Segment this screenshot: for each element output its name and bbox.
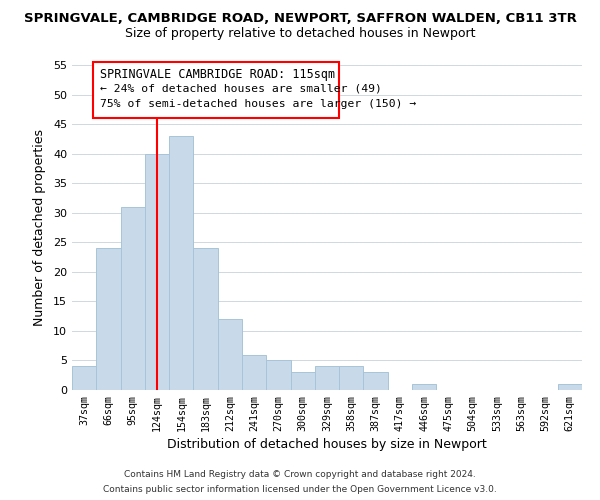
Bar bbox=[145, 154, 169, 390]
X-axis label: Distribution of detached houses by size in Newport: Distribution of detached houses by size … bbox=[167, 438, 487, 451]
Bar bbox=[558, 384, 582, 390]
Text: SPRINGVALE CAMBRIDGE ROAD: 115sqm: SPRINGVALE CAMBRIDGE ROAD: 115sqm bbox=[100, 68, 335, 81]
Text: ← 24% of detached houses are smaller (49): ← 24% of detached houses are smaller (49… bbox=[100, 84, 382, 94]
Bar bbox=[290, 372, 315, 390]
Bar bbox=[193, 248, 218, 390]
Text: 75% of semi-detached houses are larger (150) →: 75% of semi-detached houses are larger (… bbox=[100, 100, 416, 110]
Text: Contains HM Land Registry data © Crown copyright and database right 2024.: Contains HM Land Registry data © Crown c… bbox=[124, 470, 476, 479]
Bar bbox=[266, 360, 290, 390]
Bar bbox=[412, 384, 436, 390]
Text: Contains public sector information licensed under the Open Government Licence v3: Contains public sector information licen… bbox=[103, 485, 497, 494]
Bar bbox=[218, 319, 242, 390]
Bar bbox=[364, 372, 388, 390]
Bar bbox=[339, 366, 364, 390]
Bar bbox=[121, 207, 145, 390]
Bar bbox=[72, 366, 96, 390]
FancyBboxPatch shape bbox=[92, 62, 339, 118]
Text: Size of property relative to detached houses in Newport: Size of property relative to detached ho… bbox=[125, 28, 475, 40]
Bar bbox=[96, 248, 121, 390]
Y-axis label: Number of detached properties: Number of detached properties bbox=[33, 129, 46, 326]
Bar bbox=[315, 366, 339, 390]
Text: SPRINGVALE, CAMBRIDGE ROAD, NEWPORT, SAFFRON WALDEN, CB11 3TR: SPRINGVALE, CAMBRIDGE ROAD, NEWPORT, SAF… bbox=[23, 12, 577, 26]
Bar bbox=[169, 136, 193, 390]
Bar bbox=[242, 354, 266, 390]
